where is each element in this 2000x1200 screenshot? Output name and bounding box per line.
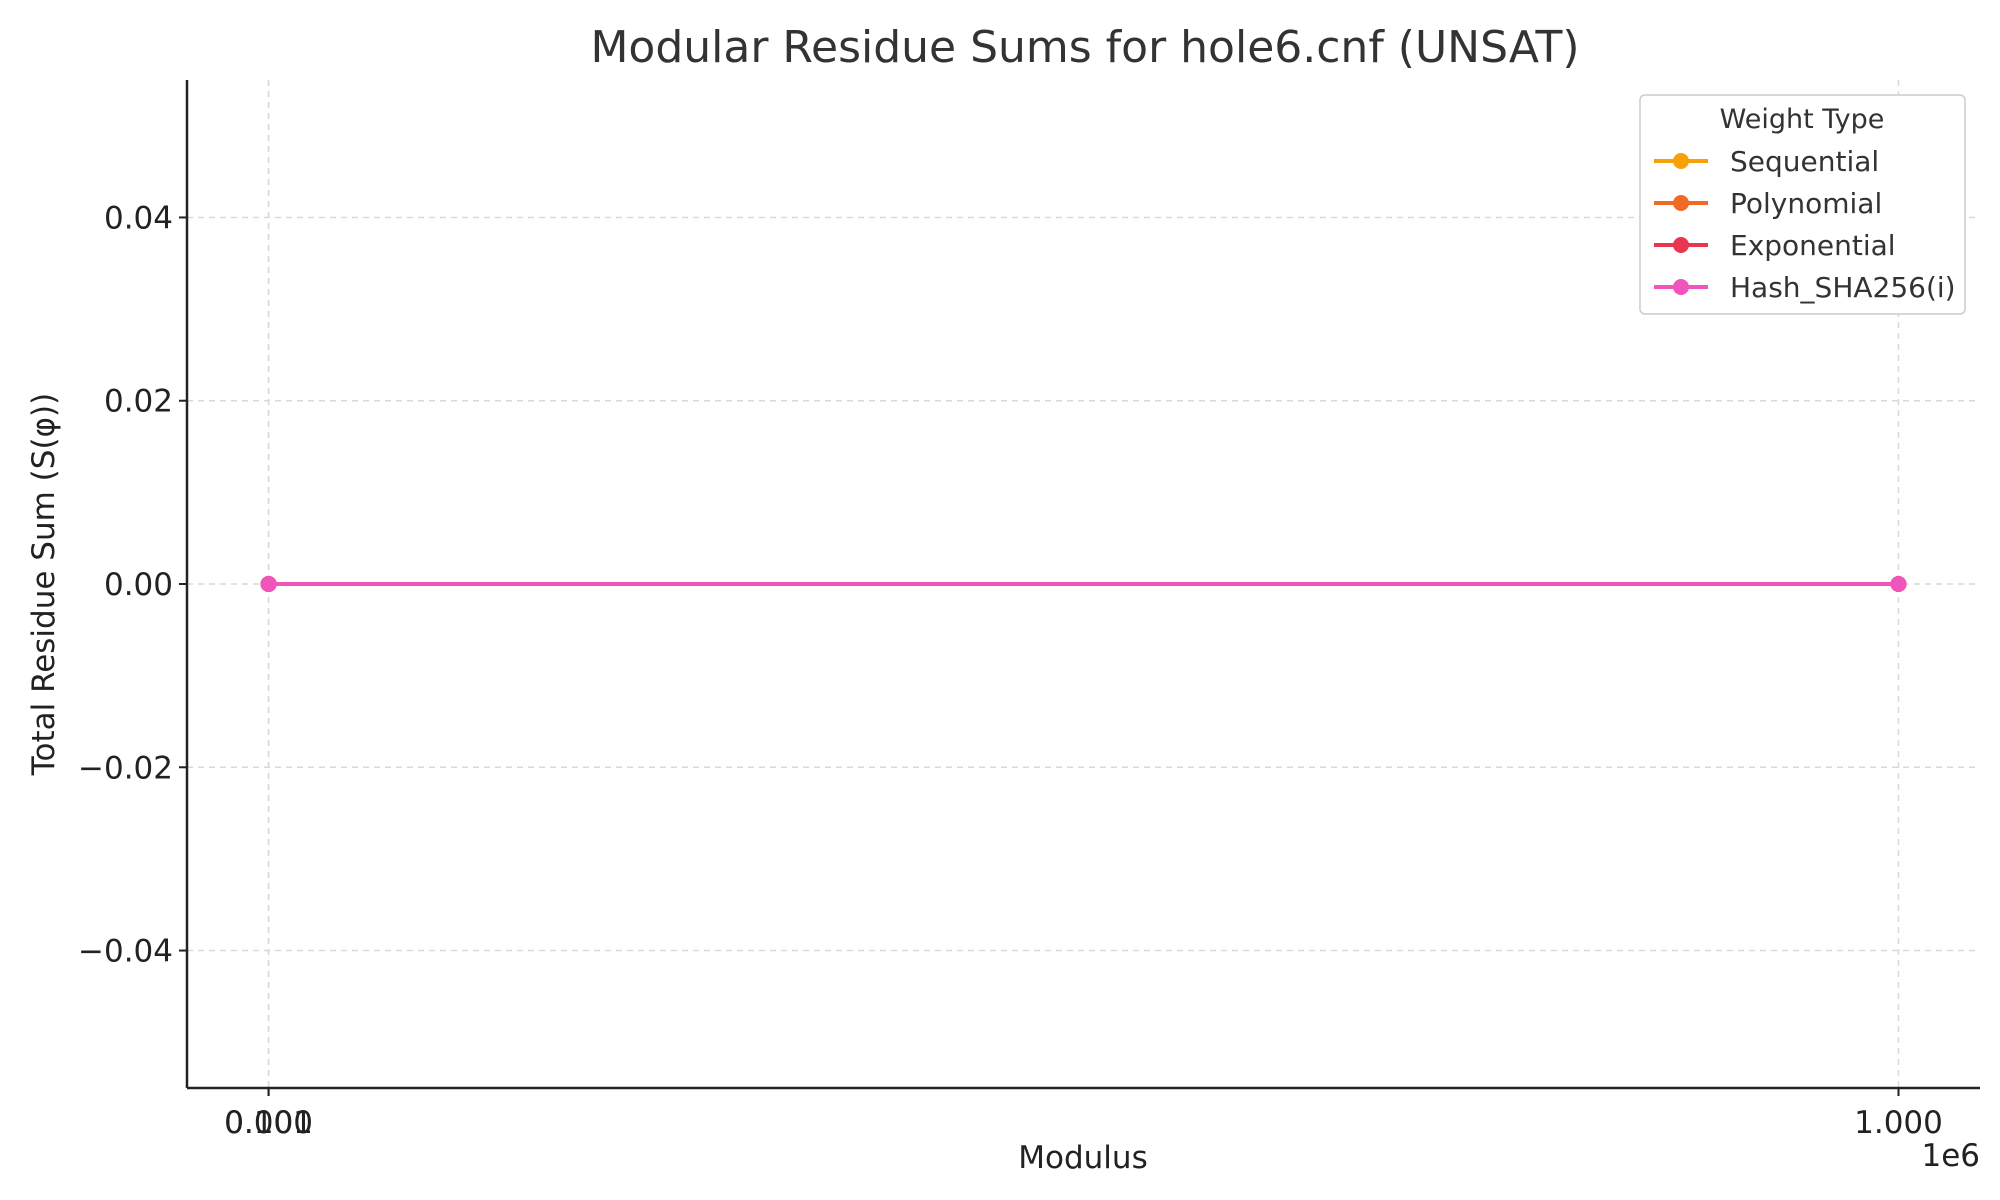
legend-frame bbox=[1639, 94, 1966, 315]
y-tick-label: 0.04 bbox=[104, 200, 173, 236]
legend-items: Sequential Polynomial Exponential Hash_SHA2… bbox=[1654, 145, 1956, 304]
legend-swatch-marker bbox=[1673, 279, 1689, 295]
legend-label: Hash_SHA256(i) bbox=[1730, 271, 1956, 304]
legend: Weight Type Sequential Polynomial Exponent… bbox=[1639, 94, 1966, 315]
series-layer bbox=[260, 576, 1907, 592]
y-tick-label: 0.00 bbox=[104, 567, 173, 603]
y-tick-label: 0.02 bbox=[104, 384, 173, 420]
y-axis-label: Total Residue Sum (S(φ)) bbox=[26, 393, 62, 776]
y-tick-label: −0.02 bbox=[78, 750, 173, 786]
x-tick-label: 0.100 bbox=[224, 1105, 313, 1141]
legend-swatch-marker bbox=[1673, 153, 1689, 169]
legend-title: Weight Type bbox=[1720, 104, 1885, 135]
legend-item: Exponential bbox=[1654, 229, 1896, 262]
legend-item: Hash_SHA256(i) bbox=[1654, 271, 1956, 304]
x-axis-offset-text: 1e6 bbox=[1921, 1138, 1980, 1174]
y-tick-label: −0.04 bbox=[78, 934, 173, 970]
legend-swatch-marker bbox=[1673, 237, 1689, 253]
legend-label: Polynomial bbox=[1730, 187, 1882, 220]
chart-title: Modular Residue Sums for hole6.cnf (UNSA… bbox=[590, 22, 1579, 73]
legend-item: Polynomial bbox=[1654, 187, 1882, 220]
data-point bbox=[260, 576, 277, 592]
x-tick-label: 1.000 bbox=[1854, 1105, 1943, 1141]
x-tick-label: 0.001 bbox=[224, 1105, 313, 1141]
legend-label: Sequential bbox=[1730, 145, 1879, 178]
data-point bbox=[1890, 576, 1907, 592]
series-hash-sha256-i- bbox=[260, 576, 1907, 592]
x-axis-label: Modulus bbox=[1018, 1140, 1147, 1176]
legend-item: Sequential bbox=[1654, 145, 1879, 178]
legend-swatch-marker bbox=[1673, 195, 1689, 211]
legend-label: Exponential bbox=[1730, 229, 1896, 262]
